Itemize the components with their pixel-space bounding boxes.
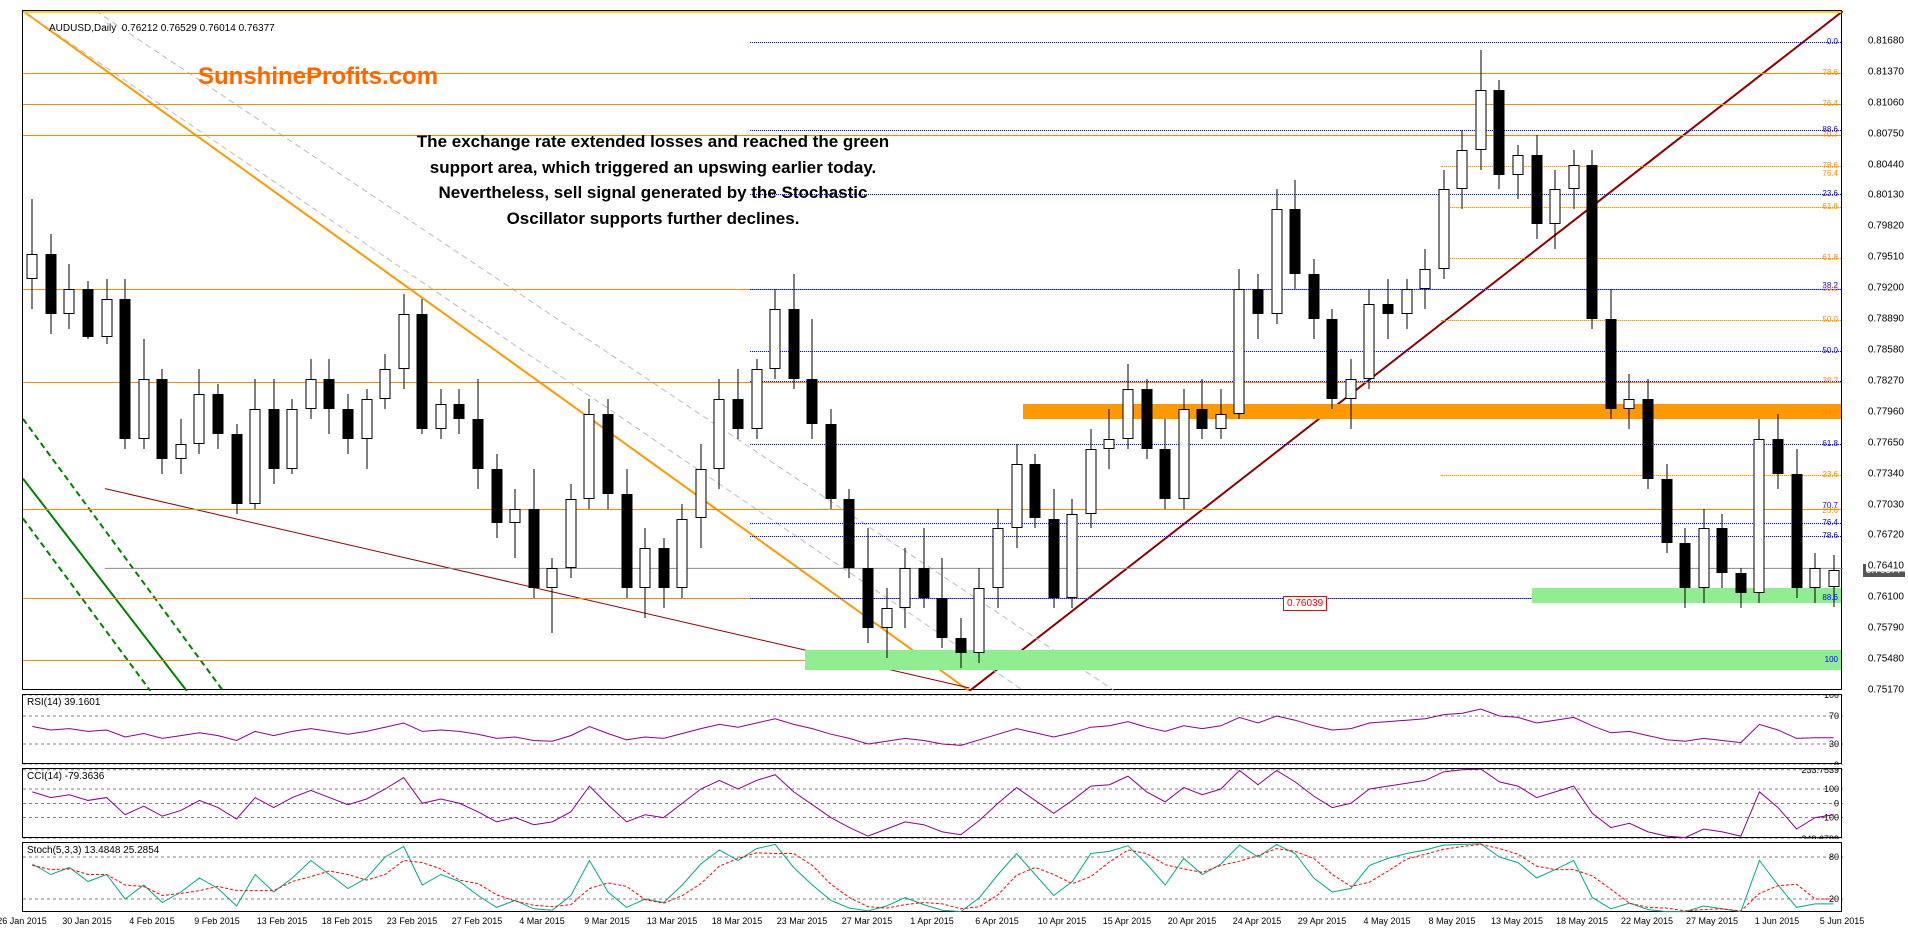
- chart-title: AUDUSD,Daily 0.76212 0.76529 0.76014 0.7…: [49, 23, 275, 34]
- stoch-label: Stoch(5,3,3) 13.4848 25.2854: [27, 845, 159, 856]
- cci-label: CCI(14) -79.3636: [27, 771, 104, 782]
- chart-annotation: The exchange rate extended losses and re…: [393, 129, 913, 231]
- svg-text:100: 100: [1824, 695, 1839, 700]
- svg-text:30: 30: [1829, 739, 1839, 749]
- rsi-line: 0 30 70 100: [23, 695, 1843, 765]
- stoch-panel[interactable]: Stoch(5,3,3) 13.4848 25.2854 2080: [22, 842, 1842, 912]
- svg-text:-100: -100: [1821, 813, 1839, 823]
- price-marker: 0.76039: [1283, 596, 1327, 611]
- svg-text:0: 0: [1834, 760, 1839, 765]
- svg-text:-249.6799: -249.6799: [1798, 834, 1839, 839]
- svg-text:233.7539: 233.7539: [1801, 769, 1839, 775]
- rsi-panel[interactable]: RSI(14) 39.1601 0 30 70 100: [22, 694, 1842, 764]
- stoch-line: 2080: [23, 843, 1843, 913]
- x-axis: 26 Jan 201530 Jan 20154 Feb 20159 Feb 20…: [22, 916, 1842, 934]
- svg-text:20: 20: [1829, 894, 1839, 904]
- svg-text:100: 100: [1824, 784, 1839, 794]
- svg-text:70: 70: [1829, 711, 1839, 721]
- y-axis: 0.751700.754800.757900.761000.764100.767…: [1842, 10, 1906, 690]
- main-price-chart[interactable]: AUDUSD,Daily 0.76212 0.76529 0.76014 0.7…: [22, 10, 1842, 690]
- svg-text:80: 80: [1829, 852, 1839, 862]
- svg-text:0: 0: [1834, 798, 1839, 808]
- cci-panel[interactable]: CCI(14) -79.3636 -249.6799 -100 0 100 233.75…: [22, 768, 1842, 838]
- rsi-label: RSI(14) 39.1601: [27, 697, 100, 708]
- cci-line: -249.6799 -100 0 100 233.7539: [23, 769, 1843, 839]
- watermark: SunshineProfits.com: [198, 63, 438, 91]
